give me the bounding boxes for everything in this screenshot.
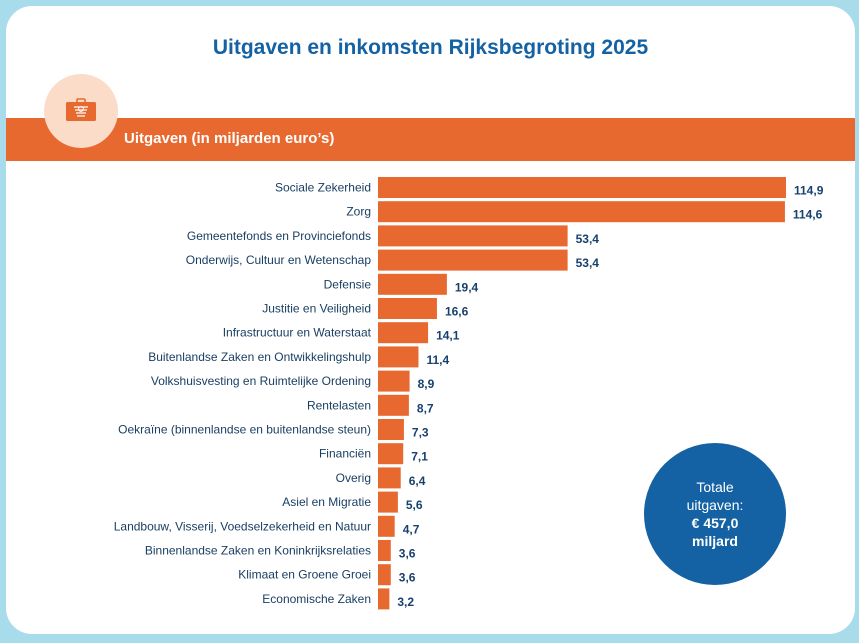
value-label: 114,9 — [794, 184, 824, 198]
value-label: 8,9 — [418, 377, 435, 391]
category-label: Binnenlandse Zaken en Koninkrijksrelatie… — [145, 544, 371, 558]
briefcase-crest-icon — [66, 98, 96, 121]
bar — [378, 394, 409, 416]
bar — [378, 370, 410, 392]
category-label: Financiën — [319, 447, 371, 461]
page-title: Uitgaven en inkomsten Rijksbegroting 202… — [212, 36, 649, 59]
expenditure-bar-chart: Sociale Zekerheid 114,9 Zorg 114,6 Gemeentef… — [114, 177, 824, 610]
category-label: Onderwijs, Cultuur en Wetenschap — [186, 253, 372, 267]
bar — [378, 201, 785, 223]
category-label: Volkshuisvesting en Ruimtelijke Ordening — [151, 374, 371, 388]
total-line2: uitgaven: — [686, 497, 744, 513]
bar — [378, 322, 429, 344]
total-unit: miljard — [692, 533, 738, 549]
category-label: Overig — [336, 471, 371, 485]
value-label: 4,7 — [403, 522, 420, 536]
value-label: 6,4 — [409, 474, 426, 488]
value-label: 16,6 — [445, 305, 469, 319]
bar — [378, 225, 568, 247]
infographic-card: Uitgaven en inkomsten Rijksbegroting 202… — [6, 6, 855, 634]
value-label: 3,2 — [397, 595, 414, 609]
category-label: Justitie en Veiligheid — [262, 302, 371, 316]
value-label: 11,4 — [426, 353, 449, 367]
value-label: 5,6 — [406, 498, 423, 512]
total-amount: € 457,0 — [691, 515, 739, 531]
category-label: Asiel en Migratie — [282, 495, 371, 509]
bar — [378, 515, 395, 537]
section-header-bar: Uitgaven (in miljarden euro’s) — [6, 118, 855, 161]
bar — [378, 467, 401, 489]
value-label: 14,1 — [436, 329, 460, 343]
emblem-badge — [44, 74, 118, 148]
value-label: 53,4 — [576, 256, 600, 270]
category-label: Rentelasten — [307, 398, 371, 412]
value-label: 3,6 — [399, 547, 416, 561]
bar — [378, 346, 419, 368]
category-label: Landbouw, Visserij, Voedselzekerheid en … — [114, 519, 371, 533]
value-label: 114,6 — [793, 208, 823, 222]
bar — [378, 564, 391, 586]
bar — [378, 491, 398, 513]
value-label: 8,7 — [417, 401, 434, 415]
total-line1: Totale — [696, 479, 734, 495]
total-expenditure-badge: Totale uitgaven: € 457,0 miljard — [644, 443, 786, 585]
category-label: Buitenlandse Zaken en Ontwikkelingshulp — [148, 350, 371, 364]
bar — [378, 177, 786, 198]
category-label: Gemeentefonds en Provinciefonds — [187, 229, 371, 243]
value-label: 19,4 — [455, 280, 479, 294]
category-label: Zorg — [346, 205, 371, 219]
category-label: Sociale Zekerheid — [275, 181, 371, 195]
value-label: 7,1 — [411, 450, 428, 464]
category-label: Klimaat en Groene Groei — [238, 568, 371, 582]
bar — [378, 249, 568, 271]
bar — [378, 273, 447, 295]
bar — [378, 588, 390, 610]
category-label: Infrastructuur en Waterstaat — [223, 326, 372, 340]
category-label: Economische Zaken — [262, 592, 371, 606]
bar — [378, 443, 404, 465]
bar — [378, 419, 404, 440]
value-label: 3,6 — [399, 571, 416, 585]
category-label: Oekraïne (binnenlandse en buitenlandse s… — [118, 423, 371, 437]
value-label: 7,3 — [412, 426, 429, 440]
bar — [378, 298, 437, 319]
bar — [378, 540, 391, 561]
section-label: Uitgaven (in miljarden euro’s) — [124, 130, 335, 147]
category-label: Defensie — [324, 277, 372, 291]
value-label: 53,4 — [576, 232, 600, 246]
